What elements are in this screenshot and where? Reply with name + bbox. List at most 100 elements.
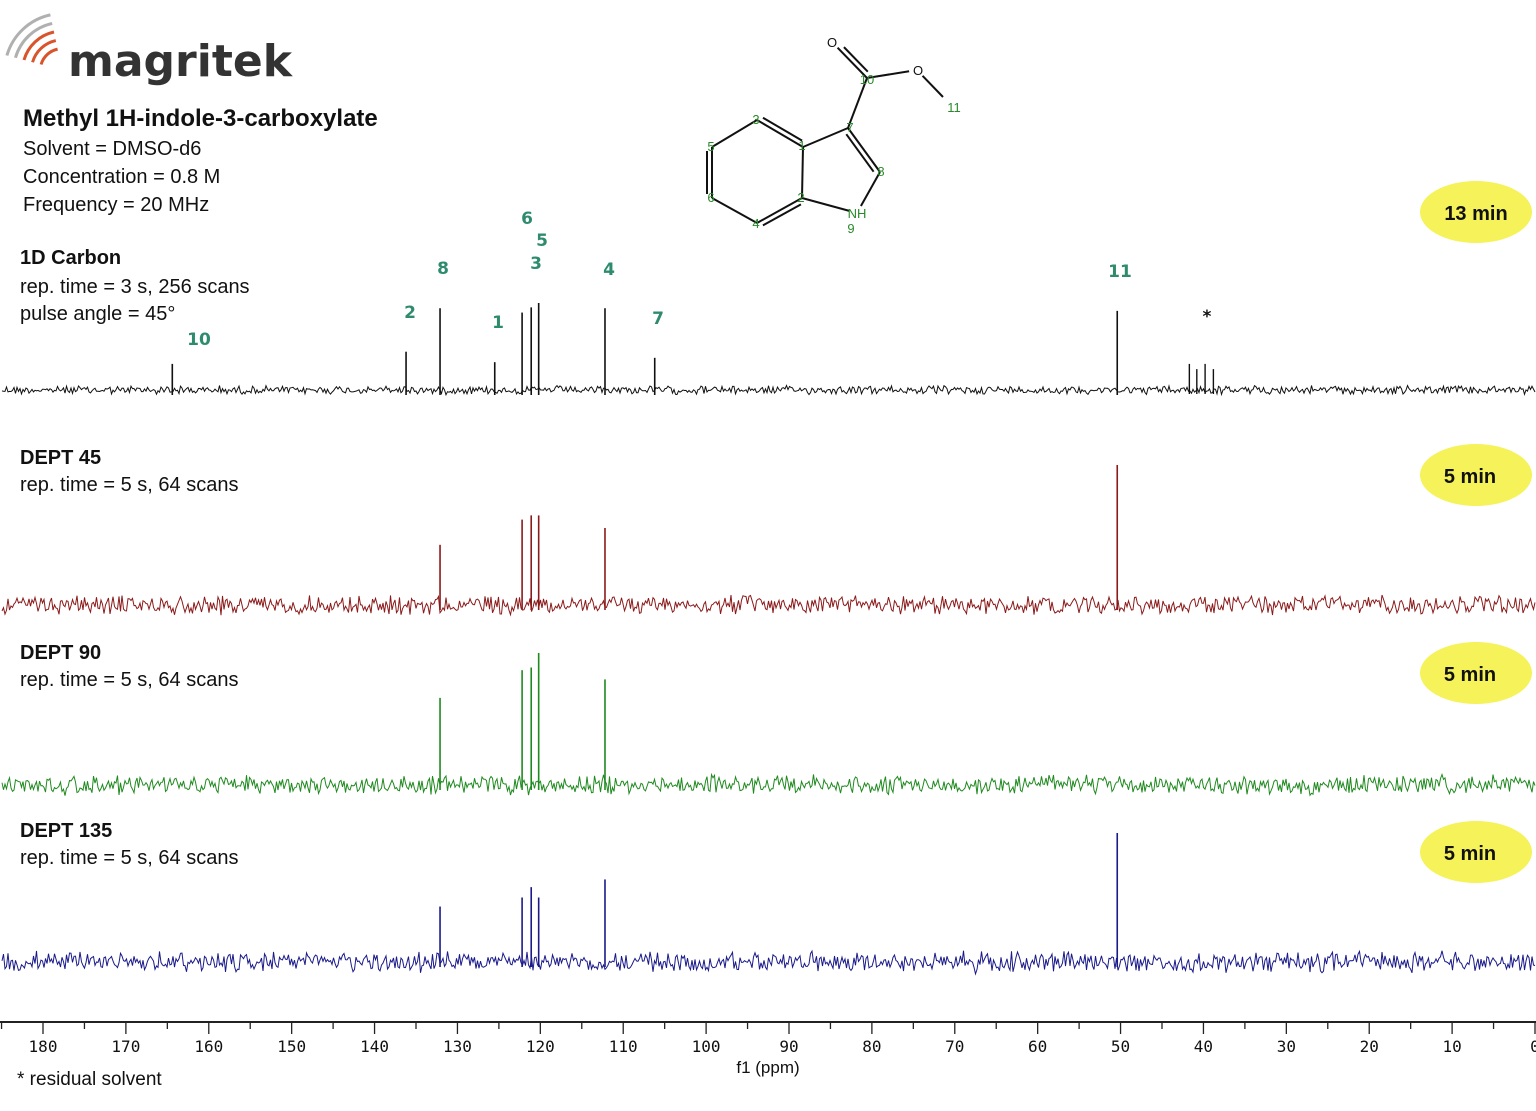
spectrum-1d-carbon-param: pulse angle = 45° bbox=[20, 303, 175, 325]
bond bbox=[801, 146, 804, 199]
bond bbox=[801, 197, 850, 212]
bond bbox=[845, 133, 875, 173]
x-tick-label: 10 bbox=[1442, 1037, 1461, 1056]
bond bbox=[866, 70, 910, 79]
spectrum-dept45-title: DEPT 45 bbox=[20, 447, 101, 469]
spectrum-baseline-noise bbox=[1, 772, 1536, 797]
logo-arc bbox=[14, 21, 53, 59]
logo-arcs-icon bbox=[5, 13, 59, 66]
x-tick-label: 50 bbox=[1111, 1037, 1130, 1056]
time-badge-dept135: 5 min bbox=[1420, 821, 1532, 883]
bond bbox=[836, 47, 868, 79]
spectrum-dept-135 bbox=[1, 833, 1536, 976]
bond bbox=[847, 77, 868, 129]
peak-label: 8 bbox=[437, 259, 449, 279]
peak-label: 6 bbox=[521, 209, 533, 229]
bond bbox=[762, 116, 803, 142]
frequency-line: Frequency = 20 MHz bbox=[23, 194, 209, 216]
atom-number-label: 8 bbox=[877, 164, 884, 179]
x-tick-label: 130 bbox=[443, 1037, 472, 1056]
x-tick-label: 80 bbox=[862, 1037, 881, 1056]
logo-arc bbox=[22, 30, 55, 61]
atom-number-label: 1 bbox=[798, 138, 805, 153]
spectrum-dept135-param: rep. time = 5 s, 64 scans bbox=[20, 847, 238, 869]
peak-label: 1 bbox=[492, 313, 504, 333]
logo-arc bbox=[5, 13, 51, 56]
x-tick-label: 110 bbox=[609, 1037, 638, 1056]
oxygen-atom-label: O bbox=[827, 35, 837, 50]
logo-arc bbox=[39, 47, 59, 66]
atom-number-label: 9 bbox=[847, 221, 854, 236]
atom-number-label: 5 bbox=[707, 139, 714, 154]
bond bbox=[762, 203, 802, 227]
peak-labels: 10 2 8 1 3 56 4 7 11 * bbox=[187, 209, 1211, 350]
spectrum-baseline-noise bbox=[1, 594, 1536, 617]
time-badge-text: 13 min bbox=[1444, 203, 1507, 225]
peak-label: * bbox=[1203, 307, 1212, 327]
peak-label: 10 bbox=[187, 330, 211, 350]
spectrum-dept135-title: DEPT 135 bbox=[20, 820, 112, 842]
time-badge-text: 5 min bbox=[1444, 843, 1496, 865]
bond bbox=[756, 119, 804, 148]
logo-arc bbox=[31, 39, 57, 63]
bond bbox=[802, 127, 849, 148]
spectrum-1d-carbon-title: 1D Carbon bbox=[20, 247, 121, 269]
atom-number-label: 4 bbox=[752, 216, 759, 231]
x-tick-label: 70 bbox=[945, 1037, 964, 1056]
bond bbox=[843, 46, 869, 73]
time-badge-1d-carbon: 13 min bbox=[1420, 181, 1532, 243]
spectrum-baseline-noise bbox=[1, 949, 1536, 976]
x-tick-label: 160 bbox=[194, 1037, 223, 1056]
atom-number-label: 10 bbox=[860, 72, 874, 87]
concentration-line: Concentration = 0.8 M bbox=[23, 166, 220, 188]
peak-label: 5 bbox=[536, 231, 548, 251]
peak-label: 3 bbox=[530, 254, 542, 274]
x-axis-label: f1 (ppm) bbox=[736, 1058, 799, 1077]
x-tick-label: 170 bbox=[111, 1037, 140, 1056]
time-badge-dept45: 5 min bbox=[1420, 444, 1532, 506]
peak-label: 7 bbox=[652, 309, 664, 329]
bond bbox=[860, 171, 881, 207]
x-axis: 180 170 160 150 140 130 120 110 100 90 80 70 60 50 40 3… bbox=[0, 1021, 1536, 1056]
spectrum-1d-carbon bbox=[1, 303, 1536, 397]
peak-label: 11 bbox=[1108, 262, 1132, 282]
spectrum-dept-90 bbox=[1, 653, 1536, 797]
atom-number-label: 6 bbox=[707, 190, 714, 205]
time-badge-text: 5 min bbox=[1444, 664, 1496, 686]
bond bbox=[711, 197, 758, 224]
x-tick-label: 120 bbox=[526, 1037, 555, 1056]
footnote: * residual solvent bbox=[17, 1069, 162, 1090]
spectrum-dept45-param: rep. time = 5 s, 64 scans bbox=[20, 474, 238, 496]
bond bbox=[847, 127, 881, 173]
oxygen-atom-label: O bbox=[913, 63, 923, 78]
spectra bbox=[1, 303, 1536, 976]
magritek-logo: magritek bbox=[5, 13, 294, 87]
bond bbox=[756, 197, 803, 224]
peak-label: 2 bbox=[404, 303, 416, 323]
solvent-line: Solvent = DMSO-d6 bbox=[23, 138, 201, 160]
x-tick-label: 100 bbox=[692, 1037, 721, 1056]
x-tick-label: 140 bbox=[360, 1037, 389, 1056]
spectrum-dept-45 bbox=[1, 465, 1536, 617]
spectrum-baseline-noise bbox=[1, 384, 1536, 397]
spectrum-dept90-param: rep. time = 5 s, 64 scans bbox=[20, 669, 238, 691]
atom-number-label: 7 bbox=[846, 120, 853, 135]
bond bbox=[711, 119, 758, 148]
x-tick-label: 0 bbox=[1530, 1037, 1536, 1056]
x-tick-label: 90 bbox=[779, 1037, 798, 1056]
nitrogen-atom-label: NH bbox=[848, 206, 867, 221]
logo-text: magritek bbox=[68, 36, 294, 87]
molecule-structure: O O NH 1 2 3 4 5 6 7 8 9 10 11 bbox=[706, 35, 961, 236]
x-tick-label: 60 bbox=[1028, 1037, 1047, 1056]
compound-title: Methyl 1H-indole-3-carboxylate bbox=[23, 105, 378, 132]
spectrum-1d-carbon-param: rep. time = 3 s, 256 scans bbox=[20, 276, 250, 298]
spectrum-dept90-title: DEPT 90 bbox=[20, 642, 101, 664]
x-tick-label: 30 bbox=[1277, 1037, 1296, 1056]
peak-label: 4 bbox=[603, 260, 615, 280]
x-tick-label: 40 bbox=[1194, 1037, 1213, 1056]
atom-number-label: 3 bbox=[752, 112, 759, 127]
atom-number-label: 11 bbox=[947, 100, 961, 115]
atom-number-label: 2 bbox=[797, 190, 804, 205]
x-tick-label: 180 bbox=[29, 1037, 58, 1056]
